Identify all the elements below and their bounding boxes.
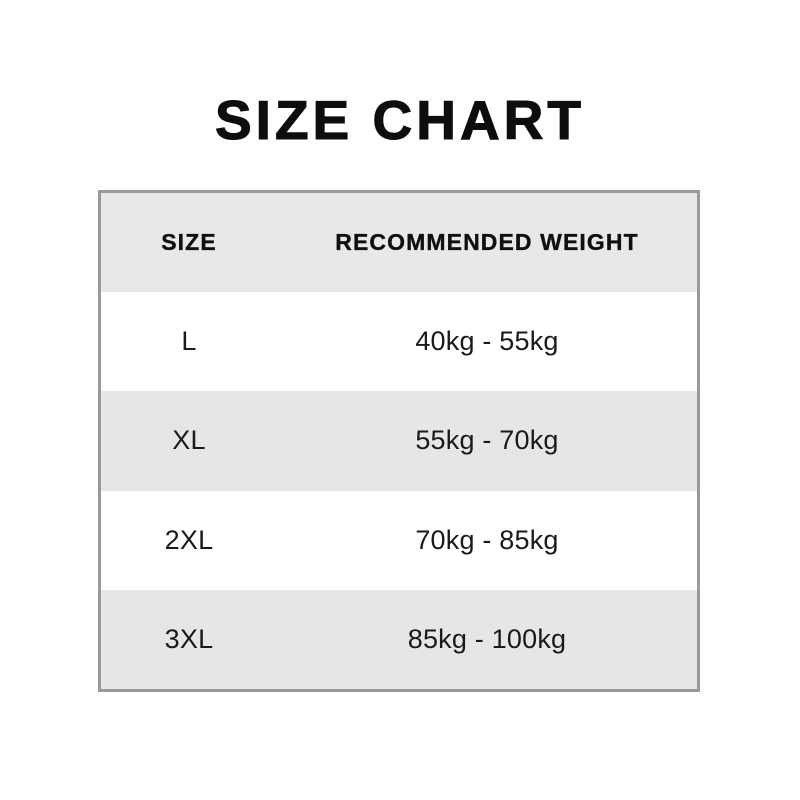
size-chart-table: SIZE RECOMMENDED WEIGHT L 40kg - 55kg XL…: [101, 193, 697, 689]
cell-size-value: 3XL: [164, 623, 214, 654]
cell-size-value: XL: [172, 425, 206, 456]
table-row: 3XL 85kg - 100kg: [101, 589, 697, 689]
page-title: SIZE CHART: [214, 88, 585, 151]
cell-weight-value: 85kg - 100kg: [407, 623, 567, 654]
cell-weight-value: 40kg - 55kg: [415, 326, 559, 357]
cell-weight-value: 70kg - 85kg: [415, 524, 559, 555]
column-header-recommended-weight: RECOMMENDED WEIGHT: [335, 229, 639, 256]
table-row: 2XL 70kg - 85kg: [101, 490, 697, 590]
cell-weight-value: 55kg - 70kg: [415, 425, 559, 456]
cell-size-value: 2XL: [164, 524, 214, 555]
cell-size-value: L: [181, 326, 197, 357]
table-row: L 40kg - 55kg: [101, 292, 697, 392]
column-header-size: SIZE: [161, 229, 217, 256]
table-header-row: SIZE RECOMMENDED WEIGHT: [101, 193, 697, 293]
table-body: L 40kg - 55kg XL 55kg - 70kg 2XL 70kg - …: [101, 292, 697, 689]
table-row: XL 55kg - 70kg: [101, 391, 697, 491]
size-chart-table-container: SIZE RECOMMENDED WEIGHT L 40kg - 55kg XL…: [98, 190, 700, 692]
